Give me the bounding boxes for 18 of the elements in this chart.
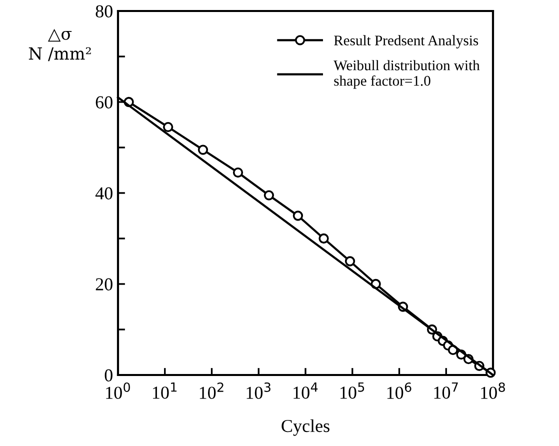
y-tick-label: 0: [104, 369, 112, 382]
legend-label: Weibull distribution with shape factor=1.0: [334, 60, 480, 89]
x-tick-label: 10$^{1}$: [153, 382, 177, 399]
x-tick-label: 10$^{8}$: [481, 382, 505, 399]
x-tick-label: 10$^{7}$: [434, 382, 458, 399]
y-tick-label: 40: [95, 187, 112, 200]
y-tick-label: 60: [96, 96, 112, 108]
x-tick-label: 10$^{0}$: [106, 382, 130, 399]
x-tick-label: 10$^{6}$: [387, 382, 412, 399]
x-tick-label: 10$^{5}$: [340, 382, 364, 399]
y-axis-title: △σ N /mm²: [28, 28, 91, 62]
x-tick-label: 10$^{3}$: [246, 382, 270, 399]
x-tick-label: 10$^{2}$: [200, 382, 224, 399]
x-axis-title: Cycles: [282, 419, 330, 436]
y-tick-label: 80: [96, 5, 112, 18]
legend-label: Result Predsent Analysis: [334, 35, 478, 48]
y-tick-label: 20: [96, 278, 112, 290]
x-tick-label: 10$^{4}$: [294, 382, 318, 399]
